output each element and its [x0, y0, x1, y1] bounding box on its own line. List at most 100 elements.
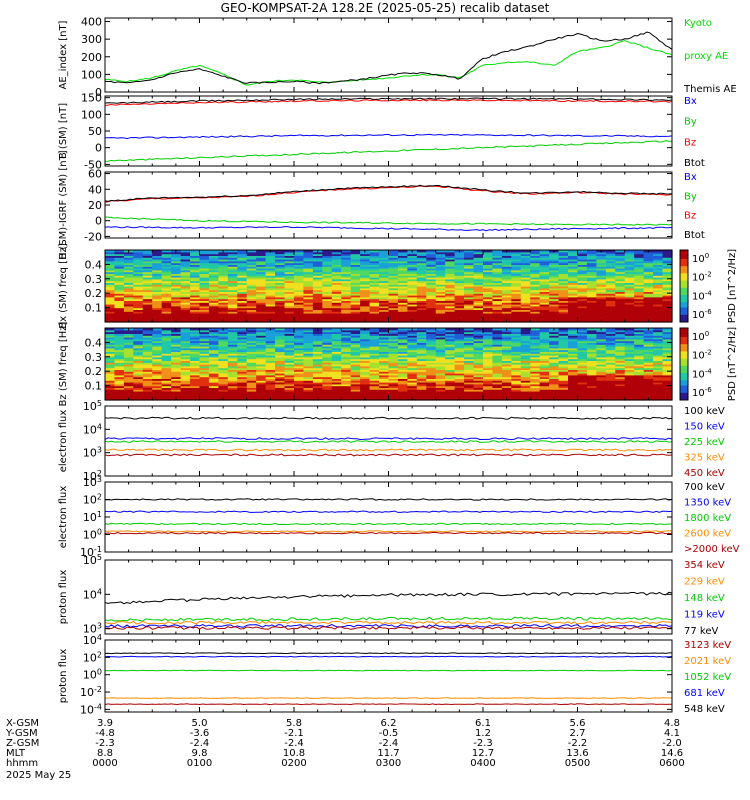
- heatmap-cell: [294, 392, 305, 396]
- heatmap-cell: [246, 309, 257, 312]
- heatmap-cell: [105, 374, 116, 378]
- heatmap-cell: [237, 314, 248, 318]
- heatmap-cell: [577, 398, 588, 401]
- heatmap-cell: [643, 259, 654, 262]
- heatmap-cell: [237, 358, 248, 361]
- heatmap-cell: [388, 369, 399, 372]
- heatmap-cell: [605, 289, 616, 292]
- heatmap-cell: [142, 314, 153, 318]
- heatmap-cell: [520, 376, 531, 379]
- heatmap-cell: [360, 333, 371, 336]
- heatmap-cell: [558, 316, 569, 319]
- heatmap-cell: [662, 262, 673, 265]
- heatmap-cell: [275, 313, 286, 316]
- heatmap-cell: [369, 387, 380, 390]
- heatmap-cell: [501, 309, 512, 312]
- heatmap-cell: [388, 328, 399, 331]
- heatmap-cell: [539, 396, 550, 399]
- heatmap-cell: [501, 353, 512, 356]
- heatmap-cell: [218, 389, 229, 392]
- heatmap-cell: [369, 374, 380, 378]
- heatmap-cell: [171, 300, 182, 303]
- heatmap-cell: [142, 367, 153, 370]
- heatmap-cell: [227, 346, 238, 349]
- heatmap-cell: [105, 269, 116, 273]
- heatmap-cell: [596, 392, 607, 396]
- heatmap-cell: [190, 371, 201, 374]
- heatmap-cell: [397, 307, 408, 310]
- heatmap-cell: [549, 275, 560, 278]
- heatmap-cell: [520, 349, 531, 352]
- heatmap-cell: [123, 291, 134, 294]
- heatmap-cell: [379, 269, 390, 273]
- heatmap-cell: [539, 266, 550, 269]
- heatmap-cell: [142, 338, 153, 342]
- heatmap-cell: [501, 362, 512, 365]
- heatmap-cell: [152, 275, 163, 278]
- heatmap-cell: [105, 391, 116, 394]
- heatmap-cell: [520, 302, 531, 305]
- heatmap-cell: [388, 389, 399, 392]
- heatmap-cell: [350, 376, 361, 379]
- heatmap-cell: [558, 398, 569, 401]
- heatmap-cell: [615, 353, 626, 356]
- heatmap-cell: [605, 378, 616, 381]
- colorbar-segment: [680, 282, 688, 285]
- heatmap-cell: [341, 289, 352, 292]
- heatmap-cell: [586, 295, 597, 298]
- heatmap-cell: [331, 333, 342, 336]
- heatmap-cell: [426, 273, 437, 276]
- heatmap-cell: [152, 304, 163, 307]
- heatmap-cell: [142, 298, 153, 301]
- heatmap-cell: [369, 259, 380, 262]
- heatmap-cell: [265, 295, 276, 298]
- heatmap-cell: [530, 382, 541, 385]
- heatmap-cell: [369, 340, 380, 343]
- heatmap-cell: [152, 328, 163, 331]
- heatmap-cell: [161, 355, 172, 358]
- heatmap-cell: [492, 298, 503, 301]
- heatmap-cell: [549, 376, 560, 379]
- heatmap-cell: [605, 320, 616, 323]
- heatmap-cell: [520, 347, 531, 351]
- heatmap-cell: [615, 371, 626, 374]
- heatmap-cell: [568, 331, 579, 334]
- heatmap-cell: [246, 253, 257, 256]
- heatmap-cell: [312, 313, 323, 316]
- heatmap-cell: [624, 358, 635, 361]
- heatmap-cell: [653, 271, 664, 274]
- heatmap-cell: [558, 286, 569, 289]
- heatmap-cell: [237, 260, 248, 264]
- heatmap-cell: [180, 309, 191, 312]
- heatmap-cell: [161, 367, 172, 370]
- heatmap-cell: [123, 260, 134, 264]
- heatmap-cell: [539, 382, 550, 385]
- heatmap-cell: [133, 269, 144, 273]
- heatmap-cell: [530, 356, 541, 360]
- heatmap-cell: [284, 255, 295, 258]
- heatmap-cell: [331, 264, 342, 267]
- heatmap-cell: [605, 331, 616, 334]
- heatmap-cell: [360, 337, 371, 340]
- heatmap-cell: [596, 293, 607, 296]
- heatmap-cell: [171, 347, 182, 351]
- heatmap-cell: [530, 318, 541, 321]
- heatmap-cell: [208, 387, 219, 390]
- heatmap-cell: [322, 295, 333, 298]
- heatmap-cell: [379, 376, 390, 379]
- heatmap-cell: [605, 305, 616, 309]
- heatmap-cell: [558, 304, 569, 307]
- heatmap-cell: [492, 353, 503, 356]
- heatmap-cell: [284, 291, 295, 294]
- heatmap-cell: [634, 255, 645, 258]
- heatmap-cell: [643, 260, 654, 264]
- heatmap-cell: [643, 262, 654, 265]
- heatmap-cell: [161, 392, 172, 396]
- heatmap-cell: [473, 344, 484, 347]
- heatmap-cell: [123, 391, 134, 394]
- heatmap-cell: [539, 380, 550, 383]
- heatmap-cell: [190, 333, 201, 336]
- heatmap-cell: [246, 284, 257, 287]
- heatmap-cell: [275, 374, 286, 378]
- heatmap-cell: [350, 362, 361, 365]
